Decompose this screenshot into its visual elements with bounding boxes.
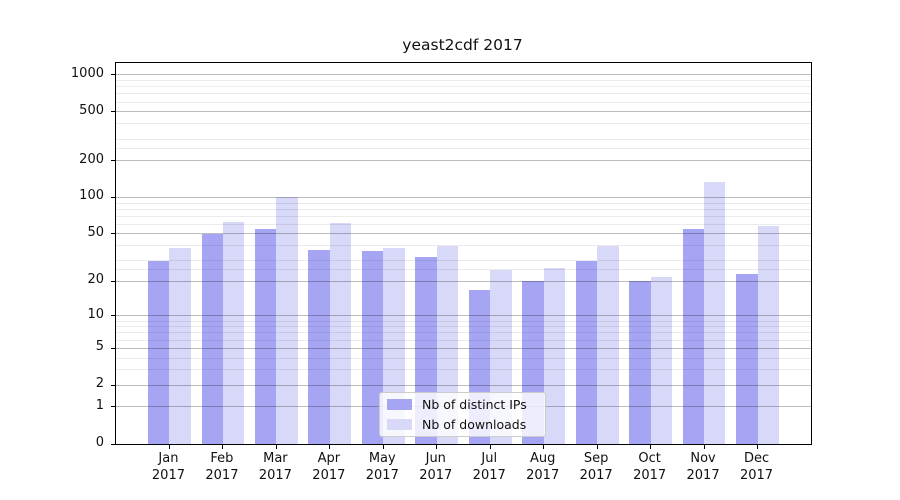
- legend-label-downloads: Nb of downloads: [422, 416, 527, 432]
- bar-downloads-apr: [329, 222, 352, 444]
- y-tick-mark: [111, 315, 115, 317]
- y-tick-mark: [111, 160, 115, 162]
- x-tick-label: Jan 2017: [151, 451, 185, 483]
- legend-swatch-distinct-ips: [387, 399, 412, 411]
- x-tick-label: Apr 2017: [312, 451, 346, 483]
- y-tick-label: 1000: [70, 65, 104, 81]
- x-tick-mark: [329, 445, 331, 449]
- bar-downloads-aug: [543, 267, 566, 444]
- x-tick-mark: [436, 445, 438, 449]
- x-tick-label: Jun 2017: [419, 451, 453, 483]
- y-tick-mark: [111, 280, 115, 282]
- x-tick-label: Nov 2017: [686, 451, 720, 483]
- y-tick-label: 2: [95, 376, 104, 392]
- y-tick-label: 500: [79, 102, 104, 118]
- x-tick-label: Feb 2017: [205, 451, 239, 483]
- bar-distinct-ips-may: [361, 251, 384, 444]
- x-tick-label: Mar 2017: [258, 451, 292, 483]
- x-tick-mark: [168, 445, 170, 449]
- bar-downloads-feb: [222, 221, 245, 444]
- bar-distinct-ips-nov: [682, 228, 705, 444]
- bar-downloads-dec: [757, 226, 779, 444]
- gridline-minor: [116, 123, 811, 125]
- y-tick-mark: [111, 443, 115, 445]
- y-tick-label: 5: [95, 339, 104, 355]
- x-tick-mark: [275, 445, 277, 449]
- x-tick-label: Oct 2017: [633, 451, 667, 483]
- legend: Nb of distinct IPs Nb of downloads: [379, 392, 546, 437]
- x-tick-label: Jul 2017: [472, 451, 506, 483]
- bar-distinct-ips-jan: [148, 260, 170, 444]
- y-tick-label: 1: [95, 397, 104, 413]
- gridline-minor: [116, 148, 811, 150]
- y-tick-mark: [111, 347, 115, 349]
- bar-distinct-ips-dec: [736, 274, 758, 444]
- y-tick-mark: [111, 406, 115, 408]
- bar-downloads-mar: [276, 197, 298, 444]
- bar-distinct-ips-mar: [254, 228, 277, 444]
- x-tick-label: May 2017: [365, 451, 399, 483]
- legend-label-distinct-ips: Nb of distinct IPs: [422, 397, 527, 413]
- gridline-major: [116, 111, 811, 113]
- gridline-major: [116, 74, 811, 76]
- y-tick-mark: [111, 384, 115, 386]
- x-tick-label: Sep 2017: [579, 451, 613, 483]
- chart-title: yeast2cdf 2017: [402, 36, 523, 54]
- bar-distinct-ips-feb: [201, 233, 223, 444]
- gridline-major: [116, 160, 811, 162]
- x-tick-label: Aug 2017: [526, 451, 560, 483]
- y-tick-mark: [111, 111, 115, 113]
- legend-item-downloads: Nb of downloads: [380, 417, 545, 432]
- bar-downloads-oct: [650, 276, 672, 444]
- x-tick-mark: [489, 445, 491, 449]
- y-tick-mark: [111, 233, 115, 235]
- gridline-minor: [116, 138, 811, 140]
- x-tick-mark: [757, 445, 759, 449]
- bar-distinct-ips-apr: [308, 249, 330, 444]
- gridline-minor: [116, 101, 811, 103]
- x-tick-mark: [703, 445, 705, 449]
- y-tick-mark: [111, 74, 115, 76]
- x-tick-mark: [650, 445, 652, 449]
- bar-distinct-ips-sep: [575, 260, 598, 444]
- x-tick-mark: [543, 445, 545, 449]
- plot-area: Nb of distinct IPs Nb of downloads: [111, 62, 812, 449]
- bar-downloads-jan: [169, 248, 191, 444]
- x-tick-label: Dec 2017: [739, 451, 774, 483]
- y-tick-label: 0: [95, 435, 104, 450]
- y-tick-label: 20: [87, 272, 104, 288]
- y-tick-mark: [111, 196, 115, 198]
- y-tick-label: 100: [79, 188, 104, 204]
- x-tick-mark: [596, 445, 598, 449]
- y-tick-label: 10: [87, 306, 104, 322]
- x-tick-mark: [222, 445, 224, 449]
- gridline-minor: [116, 93, 811, 95]
- gridline-minor: [116, 80, 811, 82]
- legend-swatch-downloads: [387, 418, 412, 430]
- y-tick-label: 50: [87, 224, 104, 240]
- y-tick-label: 200: [79, 151, 104, 167]
- x-tick-mark: [382, 445, 384, 449]
- bar-downloads-sep: [597, 245, 619, 444]
- bar-downloads-nov: [704, 181, 726, 444]
- gridline-minor: [116, 86, 811, 88]
- legend-item-distinct-ips: Nb of distinct IPs: [380, 397, 545, 412]
- bar-distinct-ips-oct: [629, 281, 651, 444]
